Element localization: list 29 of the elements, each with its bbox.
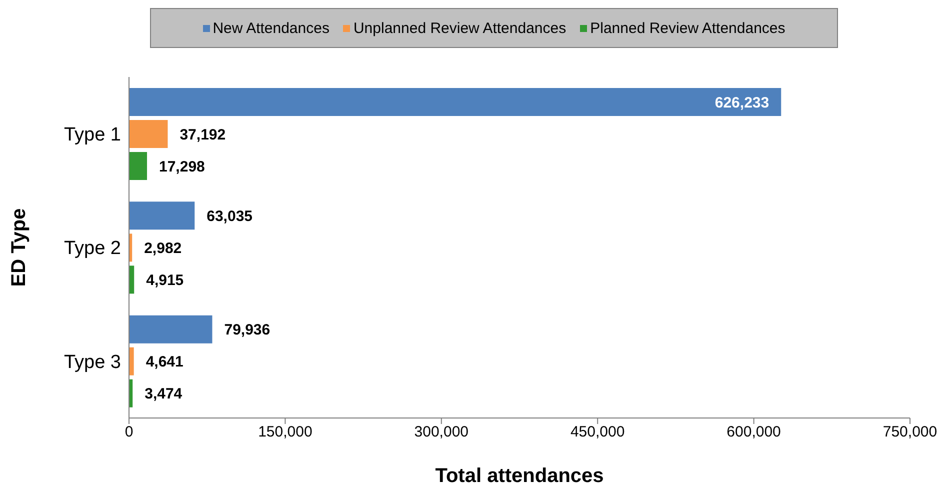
x-tick-label: 750,000 bbox=[882, 424, 938, 441]
data-label: 2,982 bbox=[144, 240, 182, 257]
y-tick-label: Type 2 bbox=[64, 238, 121, 260]
y-tick-label: Type 1 bbox=[64, 124, 121, 146]
y-tick-label: Type 3 bbox=[64, 352, 121, 373]
data-label: 4,915 bbox=[146, 272, 184, 289]
data-label: 63,035 bbox=[206, 208, 253, 225]
bar bbox=[129, 88, 782, 116]
x-tick-label: 150,000 bbox=[258, 424, 312, 441]
x-tick-label: 300,000 bbox=[414, 424, 469, 441]
x-tick-label: 450,000 bbox=[570, 424, 625, 441]
bar bbox=[129, 347, 134, 376]
y-axis-title: ED Type bbox=[8, 208, 30, 287]
legend-label: New Attendances bbox=[212, 20, 330, 36]
bar bbox=[129, 202, 195, 230]
bar bbox=[129, 315, 212, 344]
x-axis-title: Total attendances bbox=[435, 465, 604, 487]
x-tick-label: 0 bbox=[124, 424, 134, 441]
data-label: 4,641 bbox=[146, 354, 184, 371]
legend-label: Planned Review Attendances bbox=[589, 20, 786, 36]
data-label: 626,233 bbox=[714, 94, 770, 112]
legend-label: Unplanned Review Attendances bbox=[352, 20, 566, 36]
x-tick-label: 600,000 bbox=[726, 424, 781, 441]
data-label: 79,936 bbox=[224, 322, 270, 339]
data-label: 3,474 bbox=[144, 386, 183, 403]
bar bbox=[129, 120, 168, 148]
bar bbox=[129, 152, 148, 180]
data-label: 37,192 bbox=[180, 126, 226, 144]
data-label: 17,298 bbox=[159, 158, 205, 176]
